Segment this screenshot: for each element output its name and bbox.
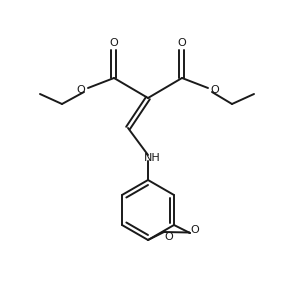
Text: O: O — [178, 38, 186, 48]
Text: O: O — [191, 225, 199, 235]
Text: NH: NH — [144, 153, 160, 163]
Text: O: O — [211, 85, 219, 95]
Text: O: O — [110, 38, 118, 48]
Text: O: O — [77, 85, 85, 95]
Text: O: O — [165, 232, 173, 242]
